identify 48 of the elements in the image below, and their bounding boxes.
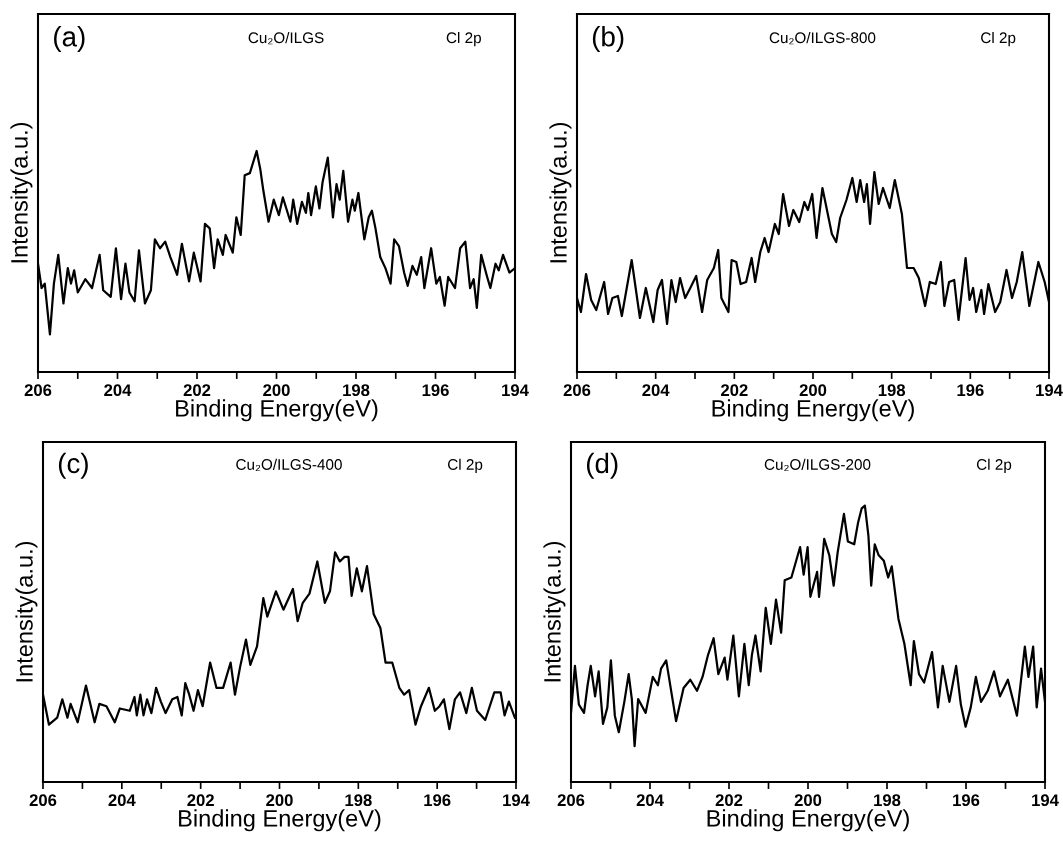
x-tick-label: 198 — [878, 384, 906, 397]
x-axis-title: Binding Energy(eV) — [707, 809, 909, 832]
text: Cl 2p — [448, 458, 483, 473]
text: Cl 2p — [446, 31, 481, 47]
y-axis-title: Intensity(a.u.) — [543, 541, 566, 682]
x-tick-label: 206 — [29, 794, 57, 807]
x-tick-label: 204 — [104, 384, 132, 397]
x-tick-label: 204 — [636, 794, 664, 807]
x-tick-label: 200 — [263, 384, 290, 397]
text: (a) — [54, 26, 85, 52]
x-tick-label: 206 — [557, 794, 585, 807]
x-axis-title: Binding Energy(eV) — [179, 809, 381, 832]
x-tick-label: 196 — [953, 794, 980, 807]
x-tick-label: 200 — [266, 794, 293, 807]
text: Cl 2p — [976, 458, 1012, 473]
x-axis-title: Binding Energy(eV) — [712, 399, 914, 422]
text: (c) — [58, 452, 88, 479]
x-tick-label: 200 — [799, 384, 827, 397]
x-tick-label: 196 — [957, 384, 984, 397]
x-tick-label: 202 — [187, 794, 214, 807]
text: (d) — [586, 452, 618, 479]
x-tick-label: 196 — [424, 794, 451, 807]
y-axis-title: Intensity(a.u.) — [10, 122, 33, 263]
x-axis-title: Binding Energy(eV) — [176, 399, 378, 422]
text: Cl 2p — [981, 31, 1016, 47]
x-tick-label: 200 — [794, 794, 822, 807]
y-axis-title: Intensity(a.u.) — [15, 541, 38, 682]
text: Cu₂O/ILGS-400 — [236, 458, 342, 472]
x-tick-label: 194 — [1036, 384, 1063, 397]
x-tick-label: 194 — [1032, 794, 1059, 807]
text: Cu₂O/ILGS — [248, 31, 324, 45]
x-tick-label: 198 — [343, 384, 370, 397]
x-tick-label: 204 — [108, 794, 136, 807]
x-tick-label: 196 — [422, 384, 449, 397]
x-tick-label: 206 — [24, 384, 52, 397]
y-axis-title: Intensity(a.u.) — [549, 122, 572, 263]
text: Cu₂O/ILGS-200 — [764, 458, 871, 472]
text: Cu₂O/ILGS-800 — [769, 31, 876, 45]
x-tick-label: 198 — [345, 794, 372, 807]
x-tick-label: 202 — [715, 794, 743, 807]
x-tick-label: 206 — [563, 384, 591, 397]
x-tick-label: 202 — [721, 384, 748, 397]
x-tick-label: 204 — [642, 384, 670, 397]
x-tick-label: 194 — [502, 384, 529, 397]
x-tick-label: 194 — [503, 794, 530, 807]
text: (b) — [592, 26, 624, 52]
x-tick-label: 198 — [874, 794, 901, 807]
x-tick-label: 202 — [183, 384, 211, 397]
